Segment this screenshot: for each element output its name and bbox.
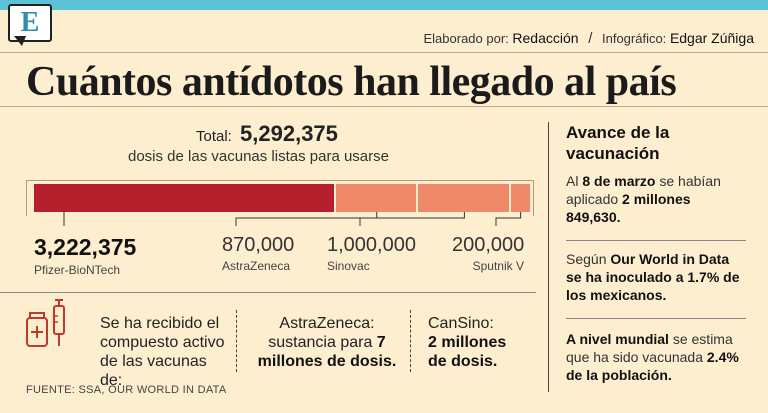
pfizer-value: 3,222,375 [34,234,137,260]
sidebar-paragraph-1: Al 8 de marzo se habían aplicado 2 millo… [566,172,746,226]
total-label: Total: [196,128,232,145]
leader-astrazeneca [235,212,378,226]
sidebar-rule-1 [566,240,746,241]
label-astrazeneca: 870,000 AstraZeneca [222,234,294,273]
credits-separator: / [588,30,593,47]
bar-segment-sputnik [511,184,530,212]
p3-bold-1: A nivel mundial [566,331,669,347]
astrazeneca-note: AstraZeneca: sustancia para 7 millones d… [252,314,402,371]
p1-bold-2: 2 millones 849,630. [566,191,691,225]
p1-bold-1: 8 de marzo [582,173,656,189]
logo-speech-tail [14,36,26,46]
header-rule [0,52,768,53]
p2-bold-1: Our World in Data se ha inoculado a 1.7%… [566,251,740,303]
vaccine-syringe-icon [24,298,72,350]
infografico-label: Infográfico: [601,31,667,46]
main-title: Cuántos antídotos han llegado al país [26,59,677,105]
astra-bold: 7 millones de dosis. [257,334,397,370]
label-pfizer: 3,222,375 Pfizer-BioNTech [34,234,136,277]
sidebar-divider [548,122,549,392]
sputnik-name: Sputnik V [472,259,524,273]
p3-text-1: se estima que ha sido vacunada [566,331,733,365]
p3-bold-2: 2.4% de la población. [566,349,739,383]
credits-line: Elaborado por: Redacción / Infográfico: … [424,30,755,47]
sidebar-paragraph-3: A nivel mundial se estima que ha sido va… [566,330,746,384]
sputnik-value: 200,000 [452,234,525,256]
sinovac-name: Sinovac [327,259,370,273]
received-intro: Se ha recibido el compuesto activo de la… [100,315,225,389]
astrazeneca-name: AstraZeneca [222,259,291,273]
sidebar-title: Avance de la vacunación [566,123,670,163]
bottom-divider-1 [236,310,238,372]
sidebar-paragraph-2: Según Our World in Data se ha inoculado … [566,250,746,304]
p1-text-2: se habían aplicado [566,173,721,207]
sinovac-value: 1,000,000 [327,234,416,256]
bar-segment-sinovac [417,184,510,212]
p2-text-1: Según [566,251,611,267]
elaborado-label: Elaborado por: [423,31,509,46]
bar-segment-astrazeneca [336,184,416,212]
pfizer-name: Pfizer-BioNTech [34,263,121,277]
bar-frame [26,180,534,216]
stacked-bar-chart [26,176,534,226]
top-color-band [0,0,768,10]
bottom-rule [0,292,536,293]
leader-sinovac [359,212,465,226]
total-line: Total: 5,292,375 [196,121,338,147]
astrazeneca-value: 870,000 [222,234,295,256]
cansino-bold: 2 millones de dosis. [428,334,507,370]
leader-lines [63,212,522,226]
leader-sputnik [495,212,522,226]
label-sinovac: 1,000,000 Sinovac [327,234,416,273]
cansino-note: CanSino: 2 millones de dosis. [428,314,528,371]
elaborado-value: Redacción [512,30,579,46]
cansino-text: CanSino: [428,315,494,332]
publication-logo: E [8,4,52,42]
p1-text-1: Al [566,173,583,189]
title-rule [0,106,768,107]
logo-letter: E [20,7,40,38]
sidebar-rule-2 [566,318,746,319]
source-note: FUENTE: SSA, OUR WORLD IN DATA [26,384,227,396]
label-sputnik: 200,000 Sputnik V [452,234,524,273]
total-subtitle: dosis de las vacunas listas para usarse [128,148,389,165]
bottom-divider-2 [410,310,412,372]
total-value: 5,292,375 [240,121,338,146]
astra-text: AstraZeneca: sustancia para [268,315,377,351]
infografico-value: Edgar Zúñiga [669,30,754,46]
bar-segment-pfizer [34,184,334,212]
